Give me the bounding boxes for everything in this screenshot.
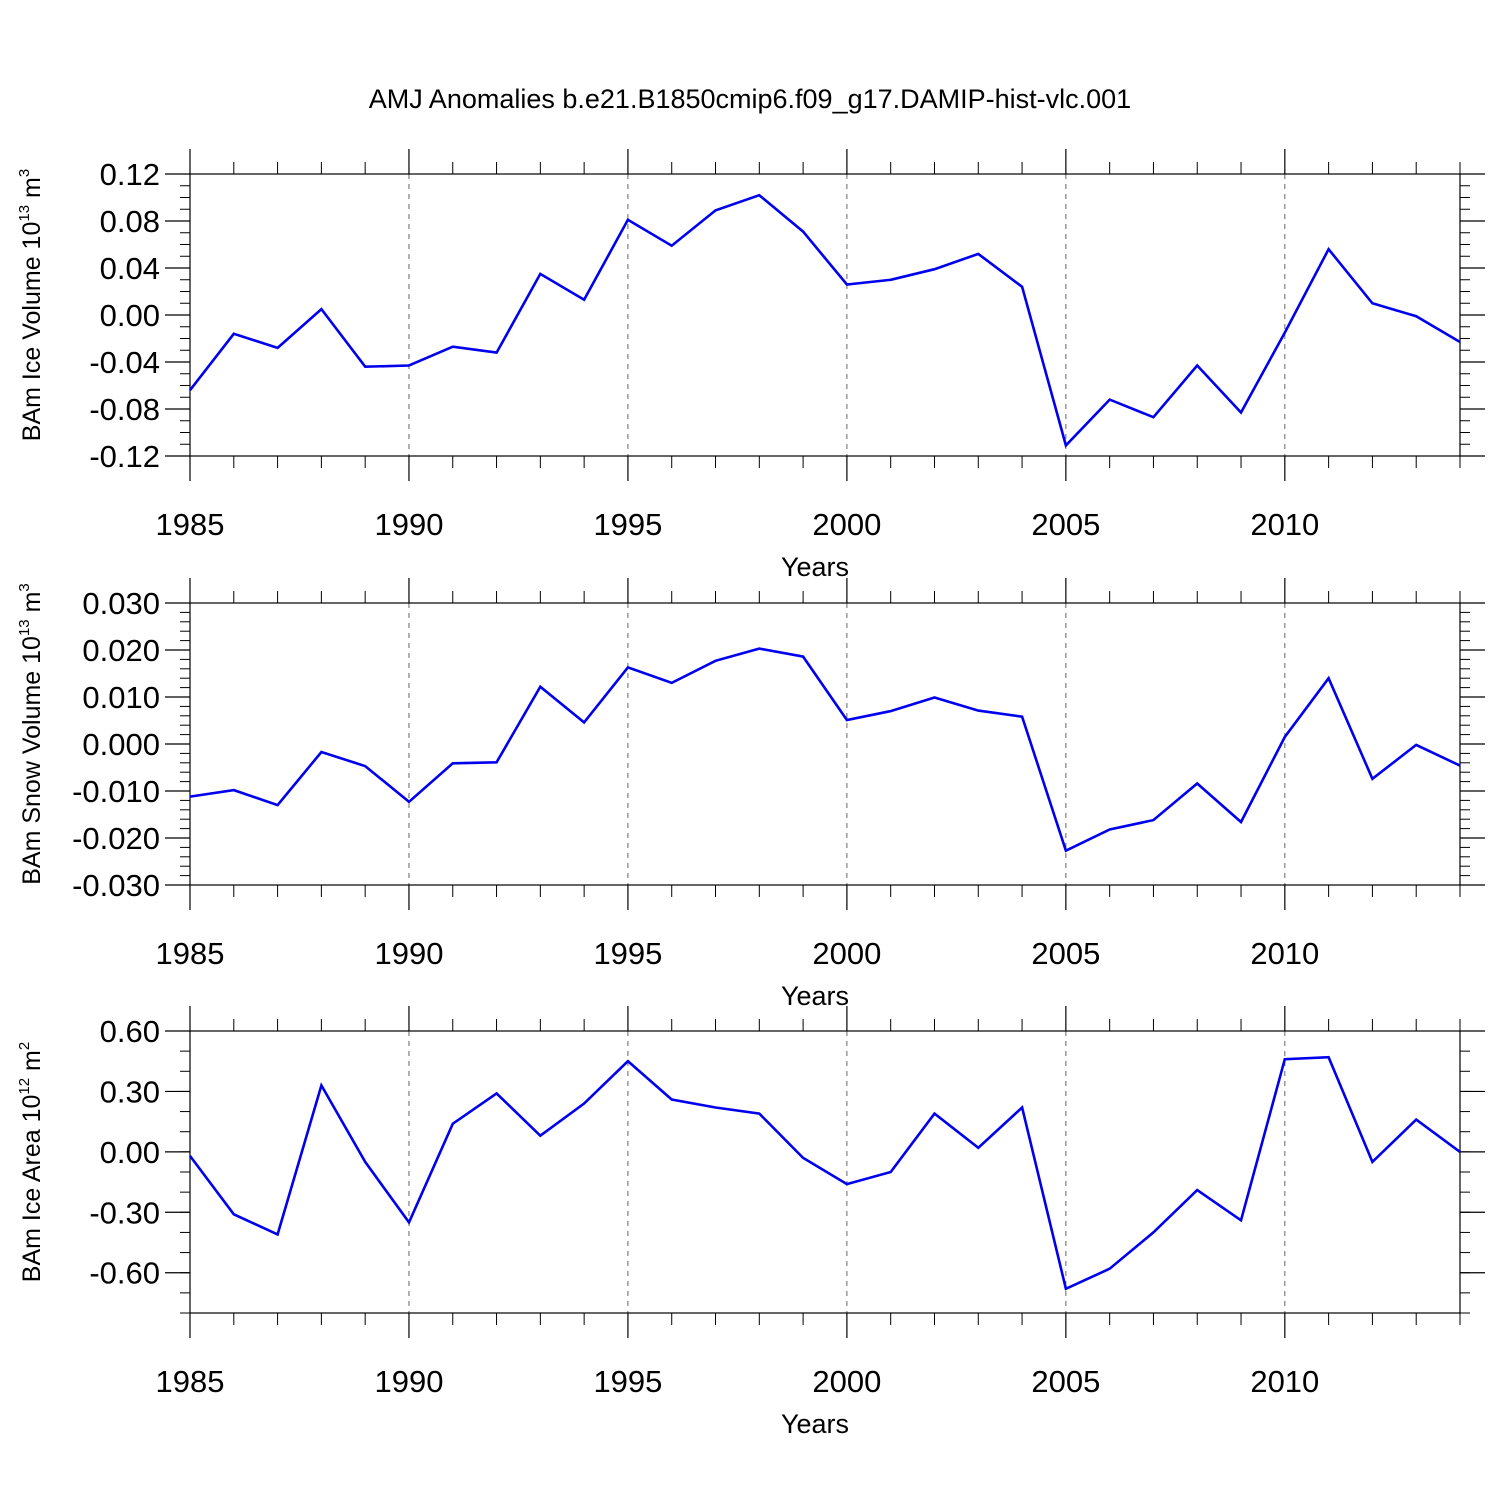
x-tick-label: 1995 bbox=[593, 507, 662, 542]
series-line bbox=[188, 1055, 1461, 1291]
y-axis-label-text: BAm Snow Volume 10 bbox=[18, 636, 46, 885]
x-tick-label: 2010 bbox=[1250, 936, 1319, 971]
y-tick-label: 0.04 bbox=[100, 251, 160, 286]
x-tick-label: 2005 bbox=[1031, 936, 1100, 971]
y-tick-label: 0.030 bbox=[82, 586, 160, 621]
y-tick-label: 0.00 bbox=[100, 298, 160, 333]
y-tick-label: 0.60 bbox=[100, 1014, 160, 1049]
y-tick-label: -0.020 bbox=[72, 821, 160, 856]
x-axis-label: Years bbox=[781, 1409, 849, 1439]
y-tick-label: 0.020 bbox=[82, 633, 160, 668]
x-tick-label: 2005 bbox=[1031, 507, 1100, 542]
x-tick-label: 1990 bbox=[374, 1364, 443, 1399]
y-axis-label-unit: m bbox=[18, 592, 46, 620]
plot-frame bbox=[189, 602, 1461, 886]
y-axis-label: BAm Snow Volume 1013 m3 bbox=[16, 583, 46, 885]
y-tick-label: -0.030 bbox=[72, 868, 160, 903]
chart-panel-1: -0.12 -0.08 -0.04 0.00 0.04 0.08 0.12 1985 1990 1… bbox=[16, 149, 1485, 582]
x-tick-label: 1985 bbox=[156, 507, 225, 542]
y-axis-label-exponent: 12 bbox=[16, 1078, 33, 1095]
y-tick-label: 0.30 bbox=[100, 1074, 160, 1109]
y-tick-label: -0.04 bbox=[89, 345, 160, 380]
x-tick-label: 2005 bbox=[1031, 1364, 1100, 1399]
x-tick-label: 1995 bbox=[593, 1364, 662, 1399]
y-tick-label: -0.60 bbox=[89, 1256, 160, 1291]
x-tick-label: 2000 bbox=[812, 1364, 881, 1399]
y-tick-label: 0.08 bbox=[100, 204, 160, 239]
x-tick-label: 2000 bbox=[812, 936, 881, 971]
y-axis-label-exponent: 13 bbox=[16, 205, 33, 222]
series-line bbox=[188, 193, 1461, 448]
y-axis-label-text: BAm Ice Volume 10 bbox=[18, 222, 46, 442]
y-tick-label: 0.000 bbox=[82, 727, 160, 762]
y-tick-label: 0.12 bbox=[100, 157, 160, 192]
x-axis-label: Years bbox=[781, 981, 849, 1011]
y-axis-label-text: BAm Ice Area 10 bbox=[18, 1095, 46, 1283]
x-tick-label: 1990 bbox=[374, 507, 443, 542]
x-tick-label: 1995 bbox=[593, 936, 662, 971]
y-tick-label: -0.30 bbox=[89, 1195, 160, 1230]
x-tick-label: 1990 bbox=[374, 936, 443, 971]
chart-panel-2: -0.030 -0.020 -0.010 0.000 0.010 0.020 0.030 19… bbox=[16, 578, 1485, 1011]
y-axis-label: BAm Ice Area 1012 m2 bbox=[16, 1042, 46, 1282]
plot-frame bbox=[189, 173, 1461, 457]
y-axis-label-unit-exponent: 3 bbox=[16, 169, 33, 177]
y-tick-label: 0.010 bbox=[82, 680, 160, 715]
x-tick-label: 1985 bbox=[156, 936, 225, 971]
y-axis-label-unit-exponent: 3 bbox=[16, 583, 33, 591]
y-tick-label: -0.010 bbox=[72, 774, 160, 809]
y-tick-label: 0.00 bbox=[100, 1135, 160, 1170]
y-tick-label: -0.12 bbox=[89, 439, 160, 474]
x-axis-label: Years bbox=[781, 552, 849, 582]
y-axis-label-unit: m bbox=[18, 177, 46, 205]
x-tick-label: 2010 bbox=[1250, 507, 1319, 542]
y-axis-label-exponent: 13 bbox=[16, 619, 33, 636]
series-line bbox=[189, 647, 1461, 853]
page-title: AMJ Anomalies b.e21.B1850cmip6.f09_g17.D… bbox=[368, 84, 1132, 114]
y-axis-label: BAm Ice Volume 1013 m3 bbox=[16, 169, 46, 441]
y-axis-label-unit: m bbox=[18, 1050, 46, 1078]
x-tick-label: 1985 bbox=[156, 1364, 225, 1399]
y-tick-label: -0.08 bbox=[89, 392, 160, 427]
chart-panel-3: -0.60 -0.30 0.00 0.30 0.60 1985 1990 1995 2000 20… bbox=[16, 1006, 1485, 1439]
y-axis-label-unit-exponent: 2 bbox=[16, 1042, 33, 1050]
x-tick-label: 2000 bbox=[812, 507, 881, 542]
x-tick-label: 2010 bbox=[1250, 1364, 1319, 1399]
